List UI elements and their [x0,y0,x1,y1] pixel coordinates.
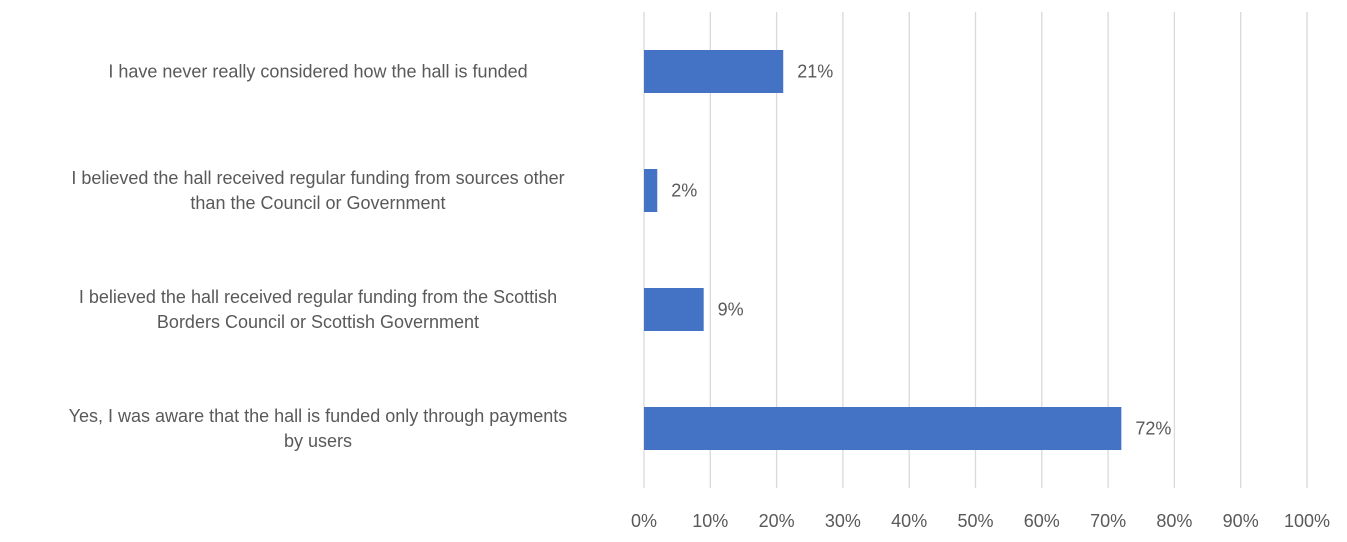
category-label: I believed the hall received regular fun… [79,287,557,332]
bar [644,407,1122,450]
data-label: 2% [671,181,697,201]
category-label: I believed the hall received regular fun… [71,168,564,213]
bars [644,50,1122,450]
category-label-line: I have never really considered how the h… [108,62,527,82]
x-tick-label: 10% [692,511,728,531]
category-label-line: Borders Council or Scottish Government [157,312,479,332]
bar [644,50,784,93]
data-label: 21% [797,62,833,82]
x-tick-label: 70% [1090,511,1126,531]
category-label: I have never really considered how the h… [108,62,527,82]
category-label-line: I believed the hall received regular fun… [79,287,557,307]
x-tick-label: 80% [1156,511,1192,531]
x-tick-label: 90% [1223,511,1259,531]
x-tick-label: 40% [891,511,927,531]
x-tick-label: 20% [759,511,795,531]
bar [644,169,658,212]
category-label-line: than the Council or Government [190,193,445,213]
x-tick-label: 60% [1024,511,1060,531]
data-label: 72% [1135,419,1171,439]
category-label-line: I believed the hall received regular fun… [71,168,564,188]
x-tick-label: 30% [825,511,861,531]
x-tick-label: 100% [1284,511,1330,531]
category-label: Yes, I was aware that the hall is funded… [69,406,568,451]
bar [644,288,704,331]
data-labels: 21% 2% 9% 72% [671,62,1171,439]
category-label-line: Yes, I was aware that the hall is funded… [69,406,568,426]
x-tick-label: 0% [631,511,657,531]
x-tick-label: 50% [957,511,993,531]
category-labels: I have never really considered how the h… [69,62,568,452]
x-axis-ticks: 0% 10% 20% 30% 40% 50% 60% 70% 80% 90% 100% [631,511,1330,531]
category-label-line: by users [284,431,352,451]
data-label: 9% [718,300,744,320]
